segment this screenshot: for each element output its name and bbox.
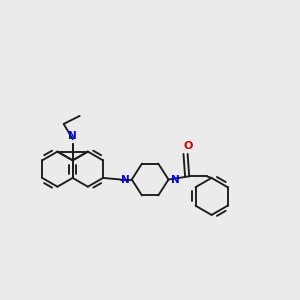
Text: O: O: [184, 141, 193, 152]
Text: N: N: [121, 175, 130, 184]
Text: N: N: [171, 175, 179, 184]
Text: N: N: [68, 131, 77, 141]
